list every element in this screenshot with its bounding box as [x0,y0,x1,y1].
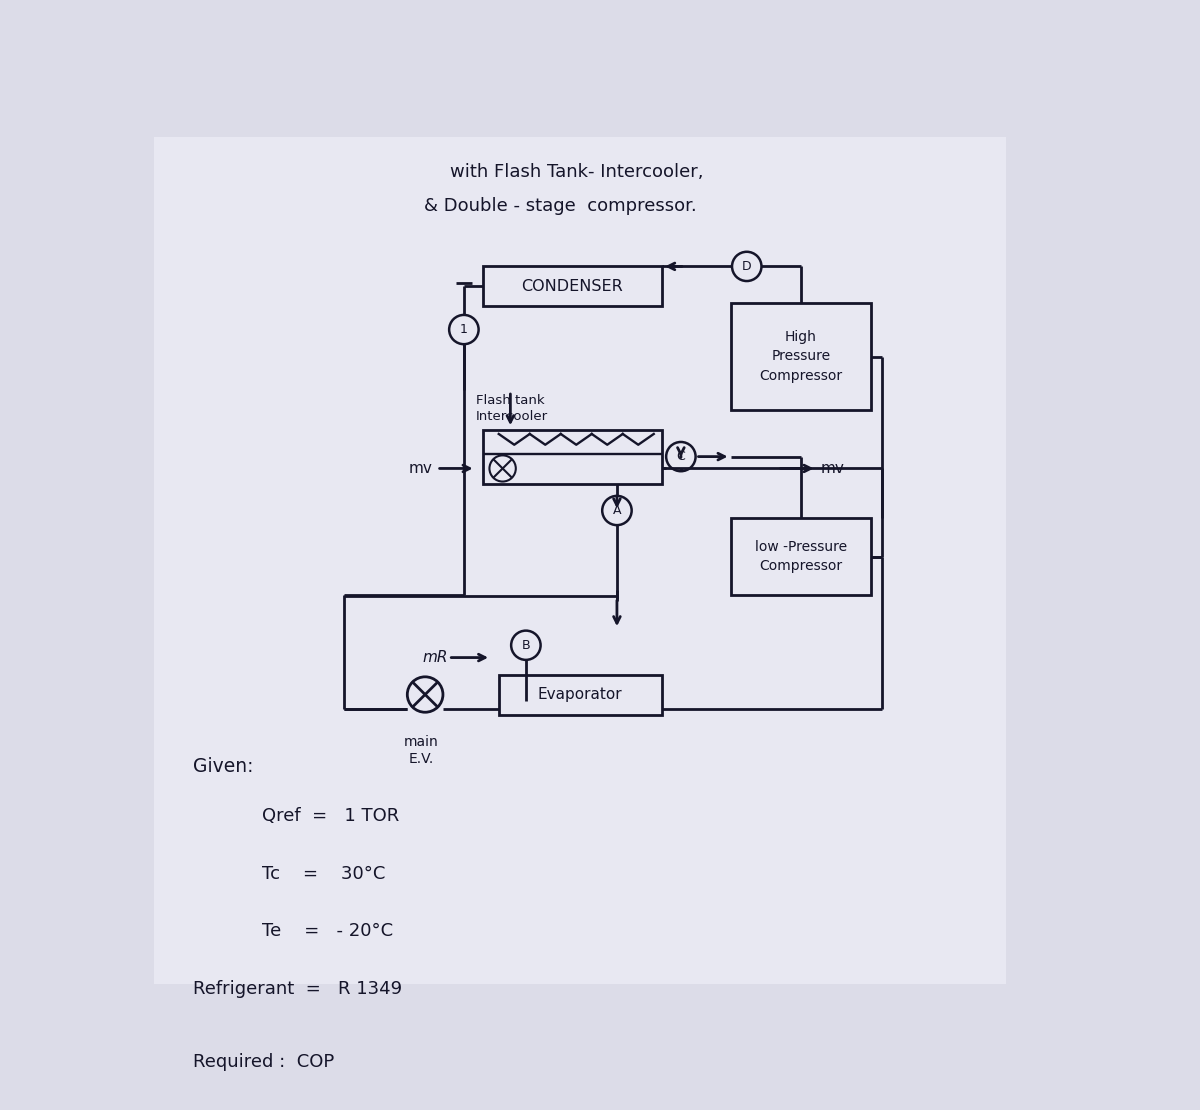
Text: Qref  =   1 TOR: Qref = 1 TOR [263,807,400,825]
Text: mR: mR [422,650,449,665]
Text: Flash tank
Intercooler: Flash tank Intercooler [475,394,547,424]
Text: 1: 1 [460,323,468,336]
Text: C: C [677,450,685,463]
Text: D: D [742,260,751,273]
Text: Te    =   - 20°C: Te = - 20°C [263,922,394,940]
FancyBboxPatch shape [154,137,1007,985]
Text: with Flash Tank- Intercooler,: with Flash Tank- Intercooler, [450,163,703,181]
Text: High
Pressure
Compressor: High Pressure Compressor [760,330,842,383]
Text: Refrigerant  =   R 1349: Refrigerant = R 1349 [193,980,402,998]
Text: main
E.V.: main E.V. [404,735,439,766]
Text: CONDENSER: CONDENSER [522,279,623,294]
Text: mv: mv [821,461,845,476]
Text: Required :  COP: Required : COP [193,1053,334,1071]
Text: mv: mv [409,461,433,476]
Text: A: A [613,504,622,517]
Text: low -Pressure
Compressor: low -Pressure Compressor [755,539,847,574]
Text: Tc    =    30°C: Tc = 30°C [263,865,385,882]
Text: & Double - stage  compressor.: & Double - stage compressor. [425,198,697,215]
Text: Given:: Given: [193,757,253,776]
Text: B: B [522,638,530,652]
Text: Evaporator: Evaporator [538,687,623,702]
